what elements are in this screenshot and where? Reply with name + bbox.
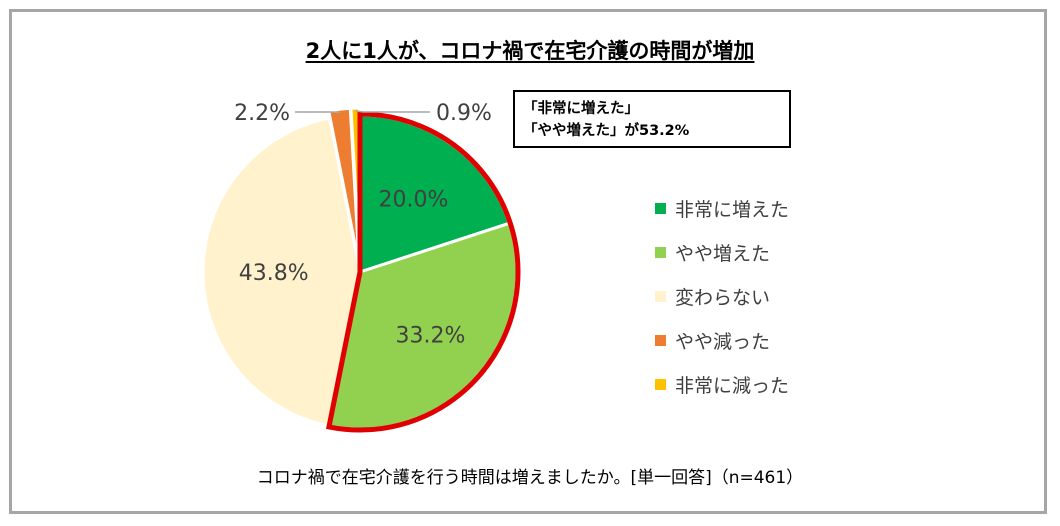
legend-label: 変わらない <box>675 286 771 309</box>
legend-label: やや減った <box>675 330 771 353</box>
legend-item: 非常に増えた <box>655 186 789 230</box>
callout-box: 「非常に増えた」 「やや増えた」が53.2% <box>513 90 791 148</box>
legend-label: やや増えた <box>675 242 771 265</box>
legend-label: 非常に減った <box>675 374 790 397</box>
legend-swatch <box>655 202 666 214</box>
legend-item: やや増えた <box>655 230 789 274</box>
leader-line-5 <box>355 110 430 113</box>
question-text: コロナ禍で在宅介護を行う時間は増えましたか。[単一回答]（n=461） <box>256 468 804 488</box>
legend-label: 非常に増えた <box>675 198 790 221</box>
chart-title: 2人に1人が、コロナ禍で在宅介護の時間が増加 <box>305 39 755 63</box>
legend-swatch <box>655 334 666 346</box>
data-label-5: 0.9% <box>436 101 492 126</box>
legend-swatch <box>655 246 666 258</box>
callout-line-2: 「やや増えた」が53.2% <box>523 123 690 139</box>
legend-item: 変わらない <box>655 274 789 318</box>
callout-line-1: 「非常に増えた」 <box>523 101 639 117</box>
data-label-2: 33.2% <box>395 324 465 349</box>
legend-swatch <box>655 378 666 390</box>
pie-slice-3 <box>201 116 362 428</box>
legend-item: やや減った <box>655 318 789 362</box>
data-label-4: 2.2% <box>234 101 290 126</box>
legend-swatch <box>655 290 666 302</box>
highlight-outline <box>326 111 521 433</box>
data-label-3: 43.8% <box>239 261 309 286</box>
legend-item: 非常に減った <box>655 362 789 406</box>
legend: 非常に増えた やや増えた 変わらない やや減った 非常に減った <box>655 186 789 406</box>
data-label-1: 20.0% <box>379 187 449 212</box>
